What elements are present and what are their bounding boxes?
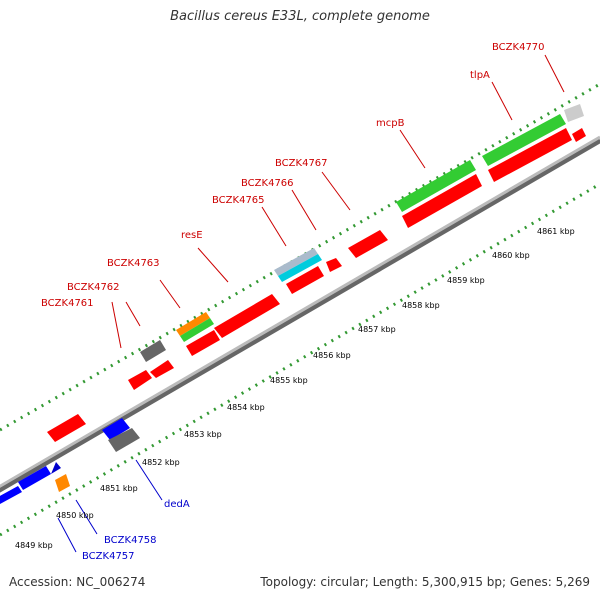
- scale-label: 4857 kbp: [358, 325, 396, 334]
- gene-orange-small[interactable]: [55, 474, 70, 492]
- gene-BCZK4757[interactable]: [0, 486, 22, 510]
- scale-label: 4860 kbp: [492, 251, 530, 260]
- gene-BCZK4761[interactable]: [128, 340, 166, 390]
- scale-label: 4859 kbp: [447, 276, 485, 285]
- gene-tlpA[interactable]: [482, 114, 572, 182]
- scale-label: 4852 kbp: [142, 458, 180, 467]
- gene-resE[interactable]: [214, 294, 280, 338]
- gene-dedA[interactable]: [108, 428, 140, 452]
- gene-label-BCZK4763[interactable]: BCZK4763: [107, 258, 160, 269]
- gene-label-BCZK4758[interactable]: BCZK4758: [104, 535, 157, 546]
- scale-labels: 4849 kbp 4850 kbp 4851 kbp 4852 kbp 4853…: [15, 227, 575, 550]
- gene-BCZK4765[interactable]: [274, 248, 324, 294]
- upper-dotted-scale: [0, 82, 600, 432]
- scale-label: 4861 kbp: [537, 227, 575, 236]
- gene-label-BCZK4766[interactable]: BCZK4766: [241, 178, 294, 189]
- scale-label: 4853 kbp: [184, 430, 222, 439]
- scale-label: 4856 kbp: [313, 351, 351, 360]
- gene-BCZK4767[interactable]: [348, 230, 388, 258]
- gene-label-BCZK4761[interactable]: BCZK4761: [41, 298, 94, 309]
- backbone: [0, 135, 600, 488]
- gene-label-BCZK4762[interactable]: BCZK4762: [67, 282, 120, 293]
- scale-label: 4858 kbp: [402, 301, 440, 310]
- genome-stats-text: Topology: circular; Length: 5,300,915 bp…: [260, 575, 590, 589]
- scale-label: 4854 kbp: [227, 403, 265, 412]
- gene-BCZK4770[interactable]: [564, 104, 586, 142]
- scale-label: 4851 kbp: [100, 484, 138, 493]
- gene-red-1[interactable]: [47, 414, 86, 442]
- gene-mcpB[interactable]: [396, 160, 482, 228]
- backbone-shadow: [0, 137, 600, 493]
- gene-label-BCZK4757[interactable]: BCZK4757: [82, 551, 135, 562]
- gene-BCZK4762[interactable]: [150, 360, 174, 378]
- genome-title: Bacillus cereus E33L, complete genome: [170, 9, 430, 24]
- gene-label-mcpB[interactable]: mcpB: [376, 118, 405, 129]
- gene-label-tlpA[interactable]: tlpA: [470, 70, 490, 81]
- lower-dotted-scale: [0, 182, 600, 537]
- gene-BCZK4763[interactable]: [176, 312, 220, 356]
- scale-label: 4855 kbp: [270, 376, 308, 385]
- gene-label-resE[interactable]: resE: [181, 230, 203, 241]
- gene-label-BCZK4767[interactable]: BCZK4767: [275, 158, 328, 169]
- scale-label: 4850 kbp: [56, 511, 94, 520]
- accession-text: Accession: NC_006274: [9, 575, 146, 589]
- gene-labels: BCZK4757 BCZK4758 dedA BCZK4761 BCZK4762…: [41, 42, 545, 562]
- gene-label-dedA[interactable]: dedA: [164, 499, 190, 510]
- scale-label: 4849 kbp: [15, 541, 53, 550]
- gene-label-BCZK4770[interactable]: BCZK4770: [492, 42, 545, 53]
- gene-label-BCZK4765[interactable]: BCZK4765: [212, 195, 265, 206]
- gene-dedA-blue[interactable]: [102, 418, 130, 440]
- gene-BCZK4758[interactable]: [18, 462, 61, 490]
- gene-BCZK4766[interactable]: [326, 258, 342, 272]
